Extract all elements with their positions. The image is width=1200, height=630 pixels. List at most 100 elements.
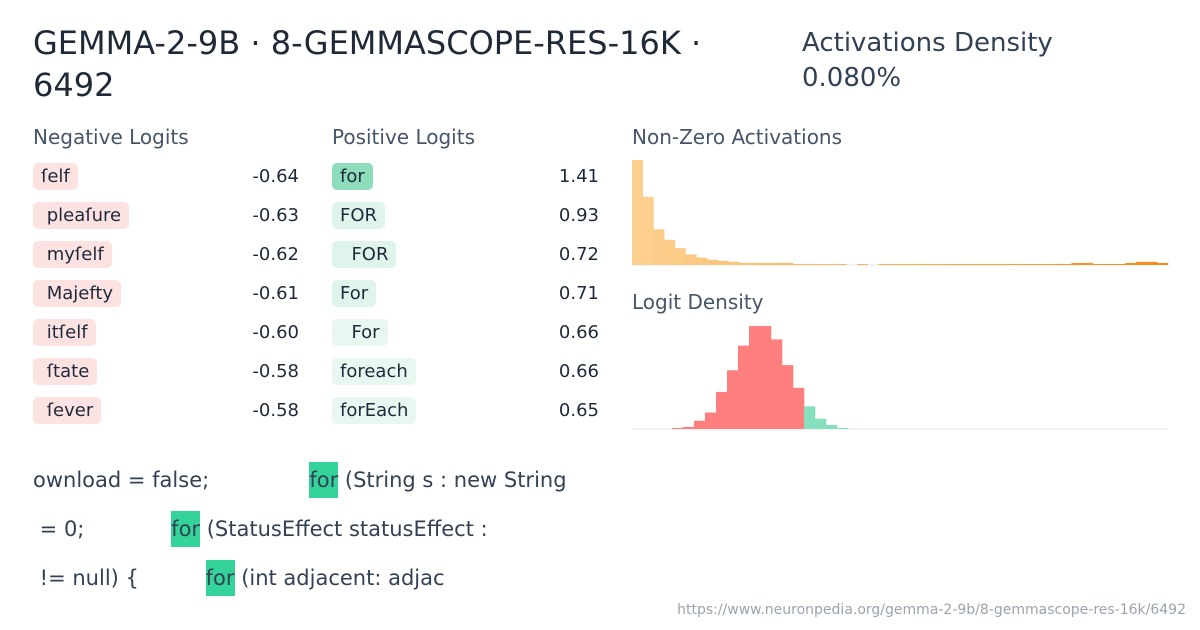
example: = 0; for (StatusEffect statusEffect : [33,511,488,547]
bar [1092,263,1104,265]
bar [942,263,954,265]
bar [1017,263,1029,265]
bar [1028,263,1040,265]
bar [878,263,890,265]
token: ſelf [33,163,78,190]
bar [674,248,686,265]
bar [1114,263,1126,265]
bar [1060,263,1072,265]
token: foreach [332,358,416,385]
bar [782,262,794,265]
title: GEMMA-2-9B · 8-GEMMASCOPE-RES-16K · 6492 [33,24,702,104]
bar [857,263,869,265]
token: For [332,280,377,307]
token: forEach [332,397,417,424]
token: ſever [33,397,102,424]
highlight-token: for [205,560,235,596]
logit-value: 0.71 [558,283,599,304]
logit-value: -0.60 [252,322,299,343]
logit-value: -0.64 [252,166,299,187]
highlight-token: for [309,462,339,498]
bar [1146,261,1158,265]
section-label: Positive Logits [332,125,475,149]
token: ſtate [33,358,98,385]
bar [771,339,783,429]
bar [716,391,728,429]
example-text: (int adjacent: adjac [234,566,445,590]
example-text: (StatusEffect statusEffect : [200,517,488,541]
token: FOR [332,241,397,268]
example: != null) { for (int adjacent: adjac [33,560,445,596]
bar [685,254,697,265]
bar [889,263,901,265]
bar [717,260,729,265]
section-label: Logit Density [632,290,764,314]
logit-value: -0.63 [252,205,299,226]
token: pleaſure [33,202,130,229]
bar [683,426,695,429]
logit-value: -0.61 [252,283,299,304]
bar [653,229,665,265]
section-label: Negative Logits [33,125,189,149]
logit-value: 0.66 [558,361,599,382]
bar [632,160,644,265]
example-text: = 0; [33,517,172,541]
logit-value: -0.58 [252,400,299,421]
bar [826,424,838,429]
bar [727,370,739,429]
bar [1007,263,1019,265]
bar [782,365,794,429]
bar [749,262,761,265]
bar [996,263,1008,265]
bar [953,263,965,265]
example-text: ownload = false; [33,468,310,492]
bar [1082,262,1094,265]
bar [760,326,772,429]
bar [803,263,815,265]
logit-value: -0.62 [252,244,299,265]
example: ownload = false; for (String s : new Str… [33,462,567,498]
bar [837,427,849,429]
token: itſelf [33,319,96,346]
bar [642,196,654,265]
bar [738,345,750,429]
bar [1039,263,1051,265]
section-label: Non-Zero Activations [632,125,843,149]
bar [696,257,708,265]
bar [1157,262,1169,265]
bar [1050,263,1062,265]
bar [694,420,706,429]
token: Majefty [33,280,122,307]
bar [739,262,751,265]
bar [900,263,912,265]
bar [792,263,804,265]
bar [985,263,997,265]
bar [771,262,783,265]
highlight-token: for [171,511,201,547]
bar [921,263,933,265]
bar [672,427,684,429]
bar [1125,262,1137,265]
logit-value: 0.93 [558,205,599,226]
url: https://www.neuronpedia.org/gemma-2-9b/8… [677,602,1186,618]
bar [705,412,717,429]
bar [749,326,761,429]
histograms [632,160,1169,430]
bar [760,262,772,265]
bar [793,387,805,429]
bar [815,418,827,429]
logit-value: 1.41 [558,166,599,187]
bar [975,263,987,265]
bar [932,263,944,265]
density-value: 0.080% [802,63,902,93]
density-label: Activations Density [802,28,1053,58]
example-text: != null) { [33,566,206,590]
bar [707,259,719,265]
token: For [332,319,388,346]
bar [804,406,816,429]
bar [835,263,847,265]
bar [728,261,740,265]
bar [964,263,976,265]
logit-value: -0.58 [252,361,299,382]
